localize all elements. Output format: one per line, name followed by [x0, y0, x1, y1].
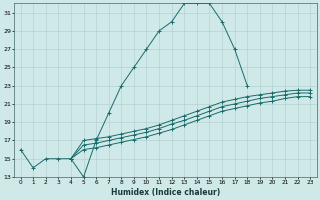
X-axis label: Humidex (Indice chaleur): Humidex (Indice chaleur) — [111, 188, 220, 197]
